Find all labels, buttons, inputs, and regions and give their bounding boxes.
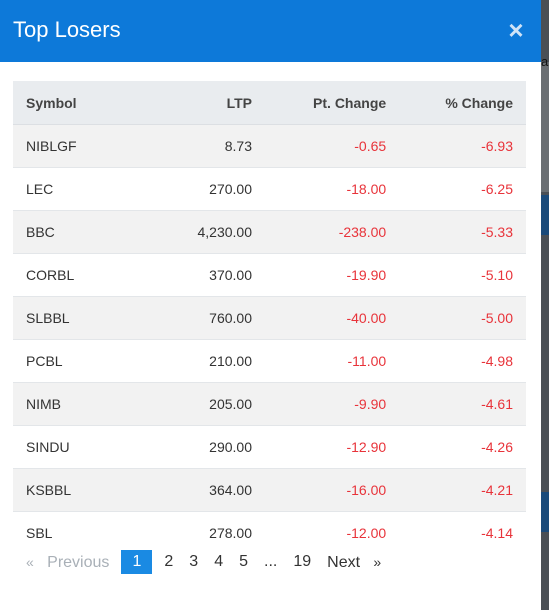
table-row[interactable]: LEC 270.00 -18.00 -6.25	[13, 167, 526, 211]
cell-symbol: CORBL	[13, 253, 149, 297]
cell-symbol: BBC	[13, 210, 149, 254]
column-header-ltp[interactable]: LTP	[149, 81, 265, 125]
cell-symbol: NIMB	[13, 382, 149, 426]
table-row[interactable]: CORBL 370.00 -19.90 -5.10	[13, 253, 526, 297]
next-label: Next	[327, 553, 361, 571]
backdrop-accent	[541, 492, 549, 532]
cell-pt-change: -0.65	[265, 124, 400, 168]
cell-ltp: 210.00	[149, 339, 265, 383]
table-row[interactable]: PCBL 210.00 -11.00 -4.98	[13, 339, 526, 383]
cell-symbol: PCBL	[13, 339, 149, 383]
page-backdrop: a	[541, 0, 549, 610]
table-row[interactable]: SBL 278.00 -12.00 -4.14	[13, 511, 526, 554]
cell-pct-change: -4.21	[399, 468, 526, 512]
pagination: « Previous 1 2 3 4 5 ... 19 Next »	[18, 550, 389, 574]
cell-pt-change: -9.90	[265, 382, 400, 426]
cell-symbol: LEC	[13, 167, 149, 211]
table-row[interactable]: BBC 4,230.00 -238.00 -5.33	[13, 210, 526, 254]
cell-ltp: 8.73	[149, 124, 265, 168]
cell-pct-change: -5.10	[399, 253, 526, 297]
previous-label: Previous	[47, 553, 110, 571]
cell-ltp: 205.00	[149, 382, 265, 426]
cell-symbol: NIBLGF	[13, 124, 149, 168]
cell-pt-change: -12.00	[265, 511, 400, 554]
chevron-left-icon: «	[26, 553, 34, 570]
cell-ltp: 370.00	[149, 253, 265, 297]
cell-symbol: SINDU	[13, 425, 149, 469]
cell-pct-change: -4.61	[399, 382, 526, 426]
cell-pct-change: -6.25	[399, 167, 526, 211]
cell-symbol: SLBBL	[13, 296, 149, 340]
cell-pt-change: -18.00	[265, 167, 400, 211]
previous-page-button[interactable]: « Previous	[18, 550, 117, 575]
table-row[interactable]: SINDU 290.00 -12.90 -4.26	[13, 425, 526, 469]
modal-title: Top Losers	[13, 17, 121, 42]
table-row[interactable]: SLBBL 760.00 -40.00 -5.00	[13, 296, 526, 340]
cell-symbol: KSBBL	[13, 468, 149, 512]
page-button-2[interactable]: 2	[164, 553, 174, 570]
backdrop-text: a	[541, 54, 549, 69]
column-header-symbol[interactable]: Symbol	[13, 81, 149, 125]
modal-header: Top Losers ×	[0, 0, 541, 62]
cell-ltp: 278.00	[149, 511, 265, 554]
table-row[interactable]: NIBLGF 8.73 -0.65 -6.93	[13, 124, 526, 168]
page-button-5[interactable]: 5	[239, 553, 249, 570]
cell-pct-change: -5.00	[399, 296, 526, 340]
table-header-row: Symbol LTP Pt. Change % Change	[13, 81, 526, 125]
page-button-19[interactable]: 19	[293, 553, 312, 570]
cell-pct-change: -4.14	[399, 511, 526, 554]
column-header-pt-change[interactable]: Pt. Change	[265, 81, 400, 125]
table-body: NIBLGF 8.73 -0.65 -6.93 LEC 270.00 -18.00 -6.25…	[13, 124, 526, 554]
cell-ltp: 364.00	[149, 468, 265, 512]
cell-pct-change: -4.98	[399, 339, 526, 383]
backdrop-panel	[541, 62, 549, 192]
cell-pt-change: -16.00	[265, 468, 400, 512]
cell-pct-change: -6.93	[399, 124, 526, 168]
losers-table: Symbol LTP Pt. Change % Change NIBLGF 8.7…	[13, 81, 526, 554]
cell-ltp: 270.00	[149, 167, 265, 211]
page-button-1[interactable]: 1	[121, 550, 153, 574]
cell-ltp: 760.00	[149, 296, 265, 340]
page-button-4[interactable]: 4	[214, 553, 224, 570]
cell-ltp: 290.00	[149, 425, 265, 469]
cell-pt-change: -238.00	[265, 210, 400, 254]
cell-pt-change: -12.90	[265, 425, 400, 469]
page-button-3[interactable]: 3	[189, 553, 199, 570]
next-page-button[interactable]: Next »	[319, 550, 389, 575]
cell-symbol: SBL	[13, 511, 149, 554]
cell-pt-change: -11.00	[265, 339, 400, 383]
cell-pt-change: -40.00	[265, 296, 400, 340]
cell-ltp: 4,230.00	[149, 210, 265, 254]
cell-pct-change: -5.33	[399, 210, 526, 254]
cell-pct-change: -4.26	[399, 425, 526, 469]
column-header-pct-change[interactable]: % Change	[399, 81, 526, 125]
table-row[interactable]: NIMB 205.00 -9.90 -4.61	[13, 382, 526, 426]
backdrop-accent	[541, 195, 549, 235]
chevron-right-icon: »	[373, 553, 382, 570]
pagination-ellipsis: ...	[264, 553, 278, 570]
close-icon[interactable]: ×	[508, 15, 524, 45]
table-row[interactable]: KSBBL 364.00 -16.00 -4.21	[13, 468, 526, 512]
cell-pt-change: -19.90	[265, 253, 400, 297]
